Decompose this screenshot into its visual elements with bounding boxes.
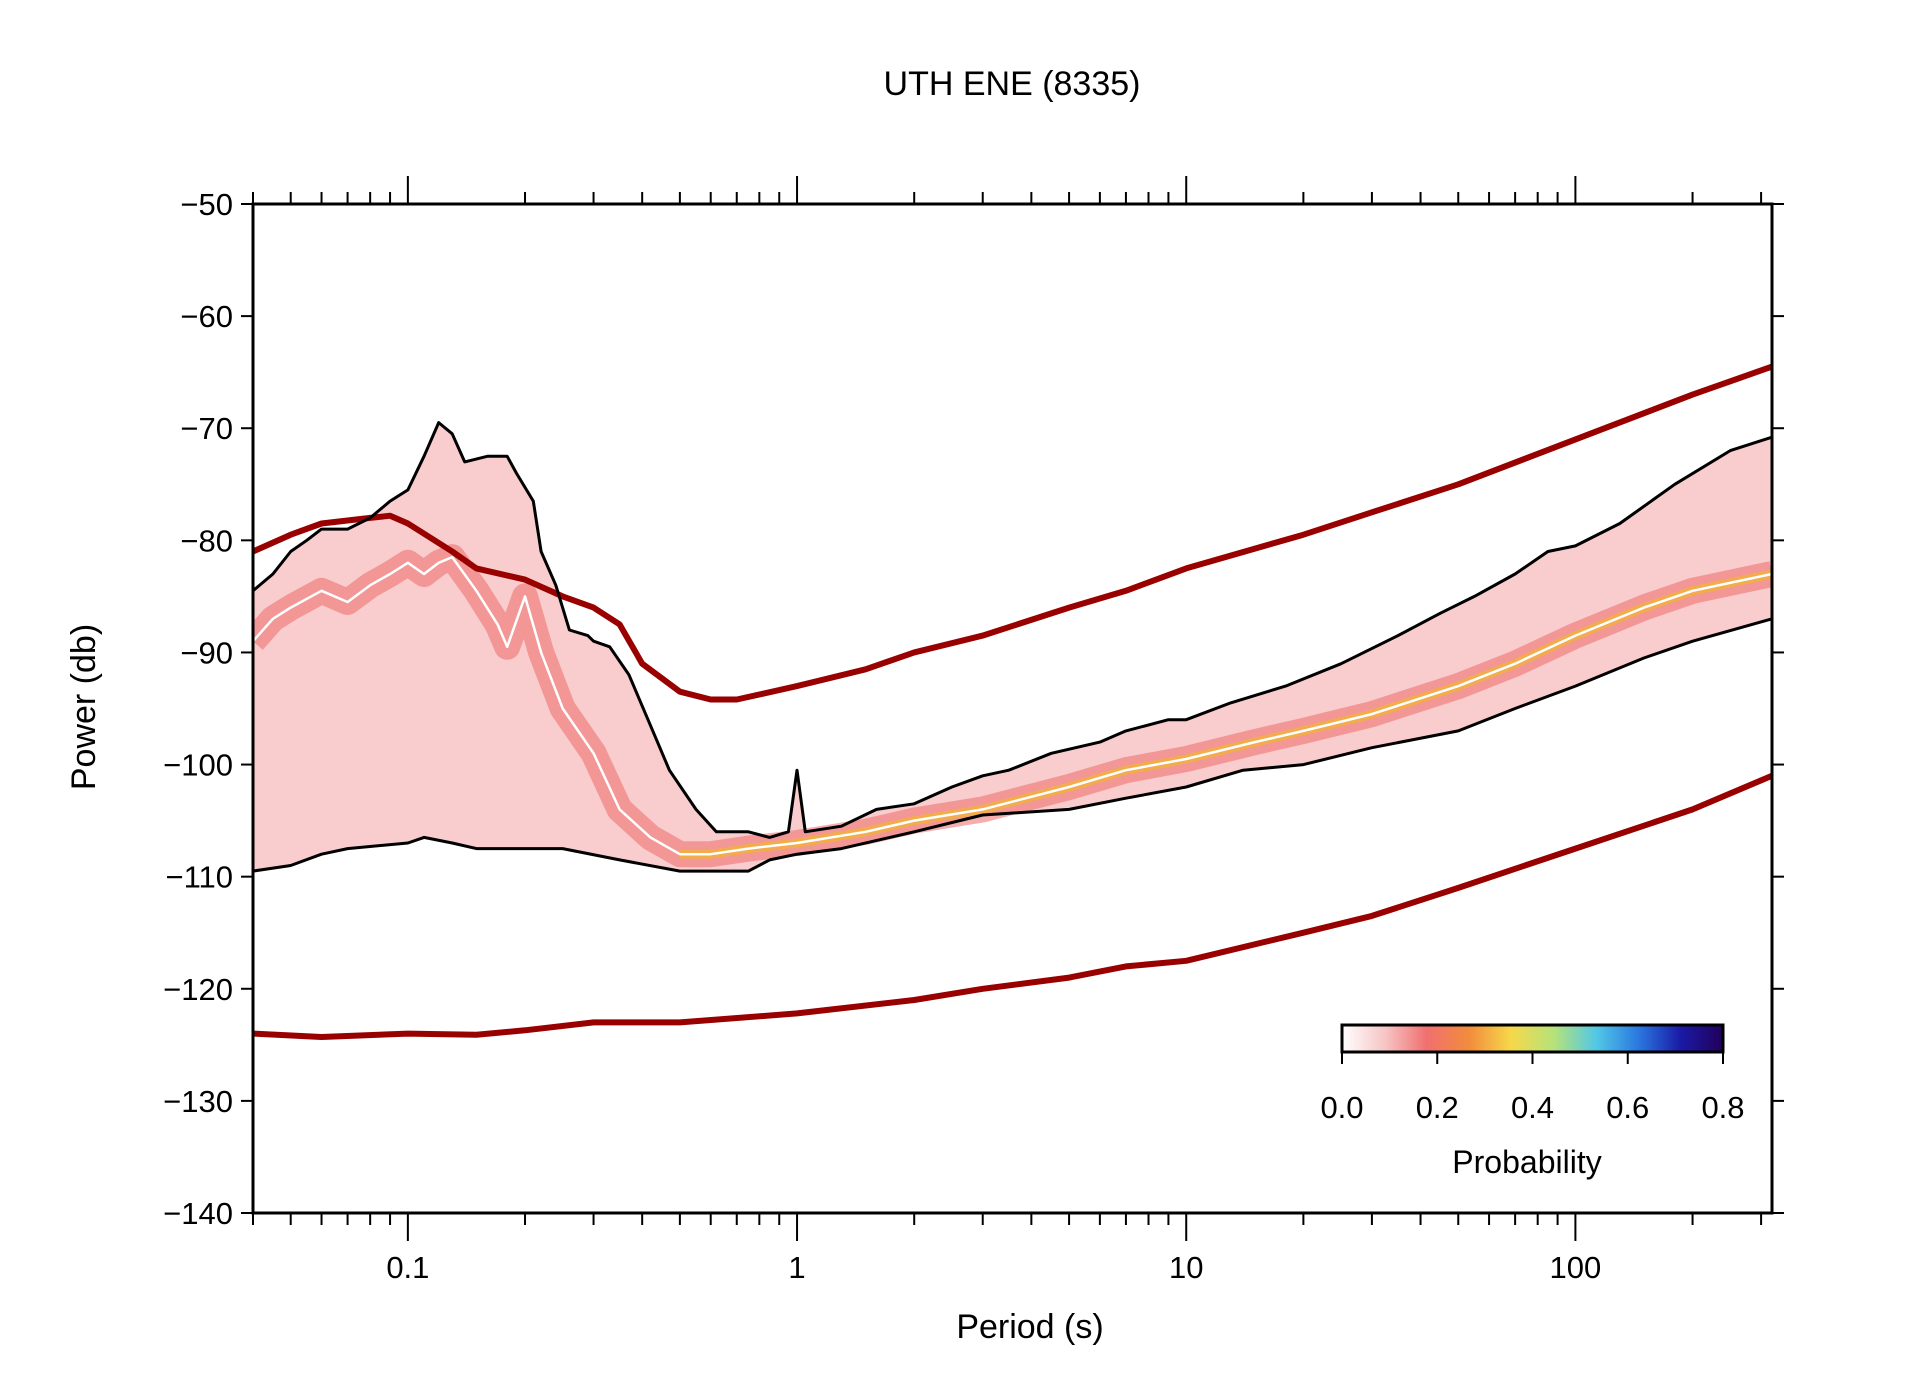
y-tick-label: −100 (163, 748, 233, 783)
axis-ticks: −50 −60 −70 −80 −90 −100 −110 −120 −130 −140 0.1 1 1… (163, 176, 1784, 1285)
x-tick-label: 0.1 (386, 1250, 429, 1285)
colorbar-ticks: 0.0 0.2 0.4 0.6 0.8 (1320, 1052, 1745, 1125)
x-axis-label: Period (s) (956, 1308, 1103, 1346)
y-tick-label: −140 (163, 1196, 233, 1231)
y-tick-label: −110 (165, 860, 233, 895)
x-tick-label: 1 (788, 1250, 805, 1285)
y-tick-label: −50 (180, 187, 233, 222)
colorbar-gradient (1340, 1023, 1725, 1054)
y-axis-label: Power (db) (65, 624, 103, 790)
series-nlnm-line (253, 772, 1772, 1040)
colorbar-tick-label: 0.6 (1606, 1090, 1649, 1125)
y-tick-label: −70 (180, 411, 233, 446)
probability-density-layer (253, 422, 1772, 872)
y-tick-label: −80 (180, 523, 233, 558)
series-p90-line (253, 421, 1772, 839)
plot-frame (251, 202, 1774, 1215)
colorbar-tick-label: 0.2 (1416, 1090, 1459, 1125)
colorbar-tick-label: 0.8 (1701, 1090, 1744, 1125)
y-tick-label: −60 (180, 299, 233, 334)
colorbar-tick-label: 0.4 (1511, 1090, 1554, 1125)
probability-cloud (253, 422, 1772, 872)
colorbar-tick-label: 0.0 (1320, 1090, 1363, 1125)
colorbar: 0.0 0.2 0.4 0.6 0.8 Probability (1320, 1023, 1745, 1180)
y-tick-label: −130 (163, 1084, 233, 1119)
colorbar-label: Probability (1452, 1144, 1601, 1180)
series-layer (253, 363, 1772, 1040)
chart-title: UTH ENE (8335) (884, 65, 1141, 103)
y-tick-label: −90 (180, 635, 233, 670)
series-nhnm-line (253, 363, 1772, 703)
series-mode-line (253, 555, 1772, 856)
x-tick-label: 100 (1550, 1250, 1602, 1285)
series-p10-line (253, 617, 1772, 873)
y-tick-label: −120 (163, 972, 233, 1007)
x-tick-label: 10 (1169, 1250, 1203, 1285)
